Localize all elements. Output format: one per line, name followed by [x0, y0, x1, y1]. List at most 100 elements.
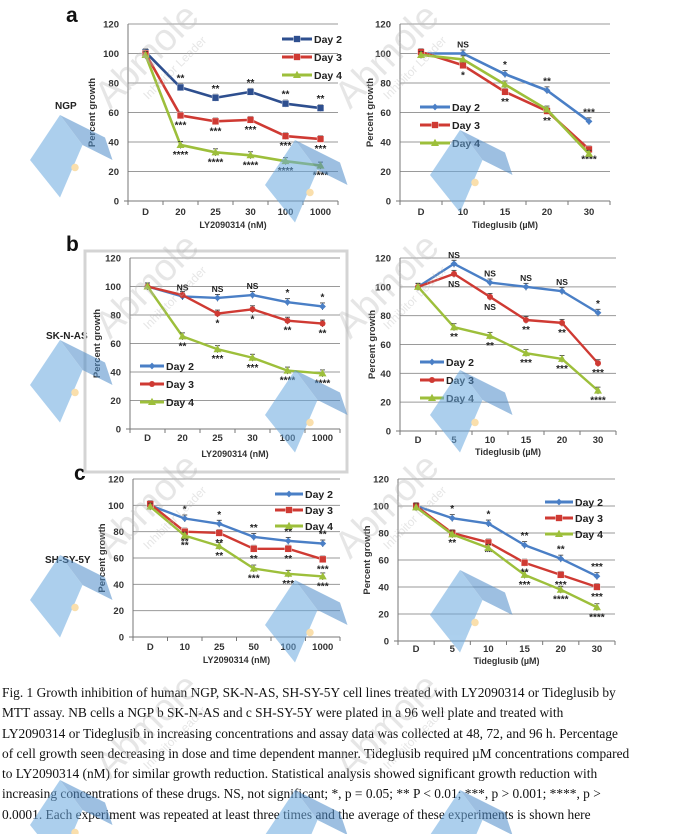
x-tick-label: 10	[179, 642, 190, 653]
y-tick-label: 60	[378, 556, 389, 567]
significance-label: **	[282, 90, 290, 101]
legend: Day 2 Day 3 Day 4	[420, 357, 474, 405]
y-tick-label: 20	[380, 398, 391, 409]
data-point	[594, 386, 602, 394]
significance-label: ***	[245, 125, 257, 136]
x-tick-label: 30	[593, 435, 604, 446]
significance-label: NS	[247, 281, 259, 291]
data-point	[141, 50, 150, 58]
caption-line: LY2090314 or Tideglusib in increasing co…	[2, 725, 618, 741]
significance-label: ****	[581, 154, 597, 165]
x-axis-title: Tideglusib (µM)	[473, 656, 539, 666]
data-point	[180, 531, 189, 539]
significance-label: ***	[592, 368, 604, 379]
chart-c-right: 0 20 40 60 80 100 120 D 5 10 15 20 30 Tideglusib (µM)…	[362, 475, 616, 666]
y-tick-label: 120	[108, 475, 124, 486]
x-tick-label: 1000	[310, 207, 331, 218]
legend-marker	[285, 506, 293, 514]
y-tick-label: 20	[113, 606, 124, 617]
data-point	[484, 543, 493, 551]
x-tick-label: 100	[278, 207, 294, 218]
significance-label: ***	[519, 580, 531, 591]
significance-label: NS	[457, 40, 469, 50]
y-axis-title: Percent growth	[92, 309, 103, 378]
x-tick-label: 30	[584, 207, 595, 218]
significance-label: ***	[212, 354, 224, 365]
series-day-4: ******* *** ***	[146, 502, 329, 592]
significance-label: **	[543, 76, 551, 87]
y-tick-label: 20	[380, 167, 391, 178]
significance-label: *	[450, 504, 454, 515]
data-point	[521, 541, 528, 549]
data-point	[214, 310, 221, 317]
significance-label: ***	[210, 126, 222, 137]
series-day-3: * *** **	[144, 282, 326, 340]
significance-label: ***	[555, 580, 567, 591]
legend-item: Day 3	[420, 120, 480, 132]
x-tick-label: 30	[247, 433, 258, 444]
data-point	[179, 292, 186, 299]
series-day-2: NS NS NS * *	[144, 281, 326, 310]
x-axis-title: Tideglusib (µM)	[475, 447, 541, 457]
data-point	[501, 70, 509, 78]
significance-label: *	[251, 314, 255, 325]
x-tick-label: 100	[280, 433, 296, 444]
legend-marker	[148, 362, 156, 370]
data-point	[250, 545, 258, 553]
x-axis-title: LY2090314 (nM)	[201, 449, 268, 459]
legend-item: Day 3	[275, 505, 333, 517]
data-point	[249, 306, 256, 313]
x-tick-label: 25	[212, 433, 223, 444]
panel-letter-c: c	[74, 462, 86, 485]
data-point	[450, 260, 458, 268]
data-point	[181, 515, 189, 522]
data-point	[284, 317, 291, 324]
significance-label: NS	[177, 282, 189, 292]
significance-label: ***	[520, 358, 532, 369]
data-point	[211, 148, 220, 156]
data-point	[316, 135, 325, 143]
data-point	[249, 564, 258, 572]
legend-item: Day 4	[420, 393, 474, 405]
x-tick-label: 15	[521, 435, 532, 446]
significance-label: *	[503, 60, 507, 71]
y-tick-label: 40	[110, 368, 121, 379]
legend-marker	[285, 521, 293, 529]
y-axis-title: Percent growth	[365, 78, 376, 147]
data-point	[281, 132, 290, 140]
series-line	[417, 286, 599, 392]
significance-label: ****	[243, 160, 259, 171]
legend-label: Day 2	[166, 361, 194, 373]
legend-item: Day 2	[420, 357, 474, 369]
legend-label: Day 4	[314, 70, 342, 82]
legend-item: Day 4	[275, 521, 333, 533]
y-tick-label: 120	[105, 254, 121, 265]
data-point	[558, 354, 566, 362]
y-tick-label: 40	[380, 138, 391, 149]
significance-label: ***	[175, 120, 187, 131]
legend-marker	[293, 70, 301, 78]
y-tick-label: 120	[375, 254, 391, 265]
legend-label: Day 2	[305, 489, 333, 501]
y-tick-label: 60	[113, 554, 124, 565]
legend-label: Day 4	[446, 393, 474, 405]
x-tick-label: 5	[451, 435, 457, 446]
caption-line: to LY2090314 (nM) for similar growth red…	[2, 766, 598, 782]
data-point	[246, 116, 255, 124]
x-tick-label: 15	[500, 207, 511, 218]
data-point	[487, 293, 493, 300]
y-tick-label: 100	[105, 282, 121, 293]
legend-marker	[293, 53, 301, 61]
significance-label: ****	[278, 166, 294, 177]
significance-label: **	[557, 545, 565, 556]
legend-item: Day 4	[420, 138, 480, 150]
legend-label: Day 3	[305, 505, 333, 517]
data-point	[319, 555, 327, 563]
significance-label: ****	[173, 150, 189, 161]
legend: Day 2 Day 3 Day 4	[282, 34, 342, 82]
significance-label: **	[212, 84, 220, 95]
data-point	[501, 88, 509, 96]
legend-item: Day 4	[140, 397, 194, 409]
series-line	[144, 51, 321, 110]
legend-item: Day 3	[140, 379, 194, 391]
